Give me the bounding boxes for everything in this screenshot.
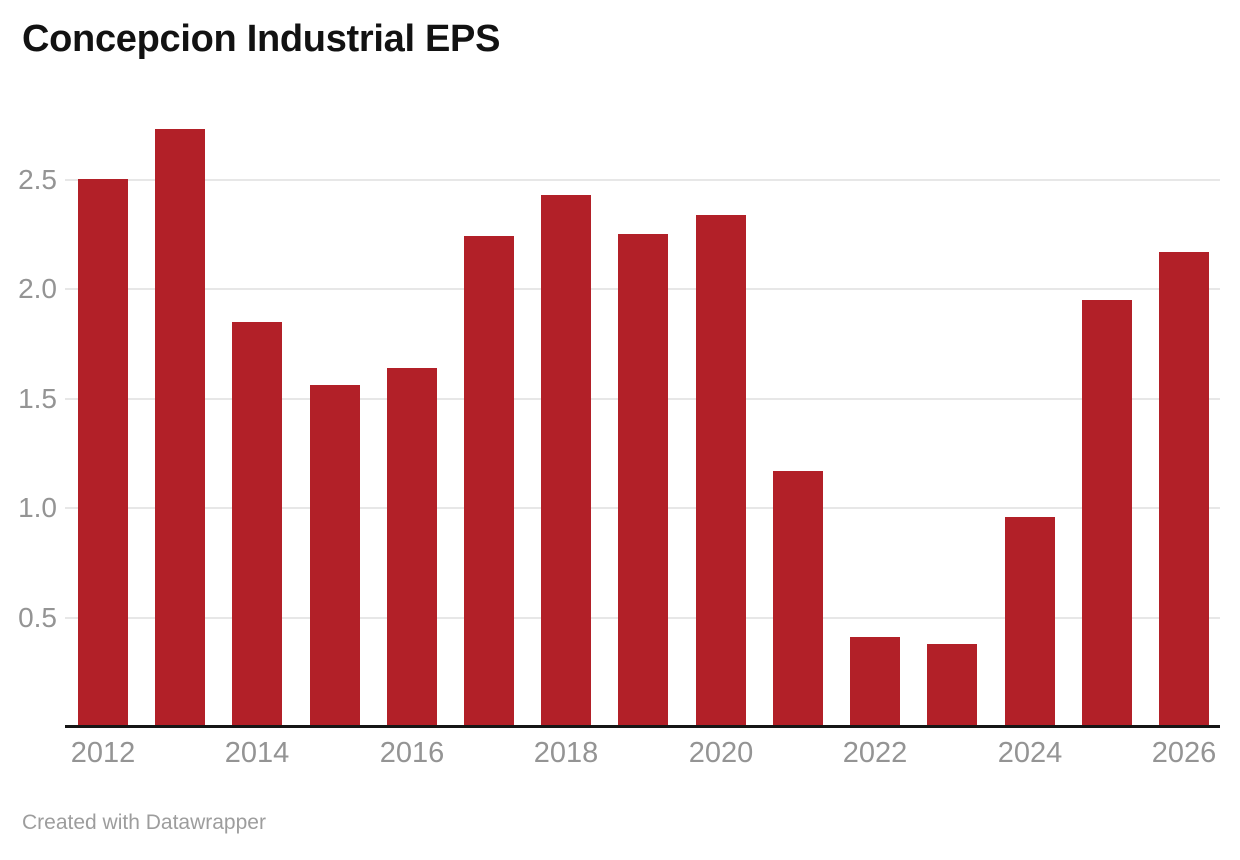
y-tick-label: 2.0 bbox=[18, 273, 57, 304]
x-tick-label: 2020 bbox=[688, 737, 754, 769]
bar-2018 bbox=[541, 195, 591, 727]
bar-2013 bbox=[155, 129, 205, 727]
bar-2017 bbox=[464, 236, 514, 727]
x-axis-line bbox=[65, 725, 1220, 728]
chart-title: Concepcion Industrial EPS bbox=[22, 18, 501, 60]
gridline bbox=[65, 178, 1220, 181]
bar-2012 bbox=[78, 179, 128, 727]
bar-2022 bbox=[850, 637, 900, 727]
y-tick-label: 1.0 bbox=[18, 492, 57, 523]
x-tick-label: 2012 bbox=[70, 737, 136, 769]
x-tick-label: 2024 bbox=[997, 737, 1063, 769]
y-tick-label: 2.5 bbox=[18, 163, 57, 195]
x-tick-label: 2018 bbox=[533, 737, 599, 769]
x-tick-label: 2016 bbox=[379, 737, 445, 769]
bar-2020 bbox=[696, 215, 746, 727]
bar-2014 bbox=[232, 322, 282, 727]
datawrapper-credit: Created with Datawrapper bbox=[22, 811, 266, 834]
bar-2015 bbox=[310, 385, 360, 727]
bar-2023 bbox=[927, 644, 977, 727]
x-tick-label: 2014 bbox=[224, 737, 290, 769]
bar-2016 bbox=[387, 368, 437, 727]
bar-2024 bbox=[1005, 517, 1055, 727]
x-tick-label: 2022 bbox=[842, 737, 908, 769]
bar-2019 bbox=[618, 234, 668, 727]
bar-2021 bbox=[773, 471, 823, 727]
bar-2026 bbox=[1159, 252, 1209, 727]
bar-2025 bbox=[1082, 300, 1132, 727]
x-tick-label: 2026 bbox=[1151, 737, 1217, 769]
y-tick-label: 0.5 bbox=[18, 601, 57, 633]
y-tick-label: 1.5 bbox=[18, 382, 57, 414]
